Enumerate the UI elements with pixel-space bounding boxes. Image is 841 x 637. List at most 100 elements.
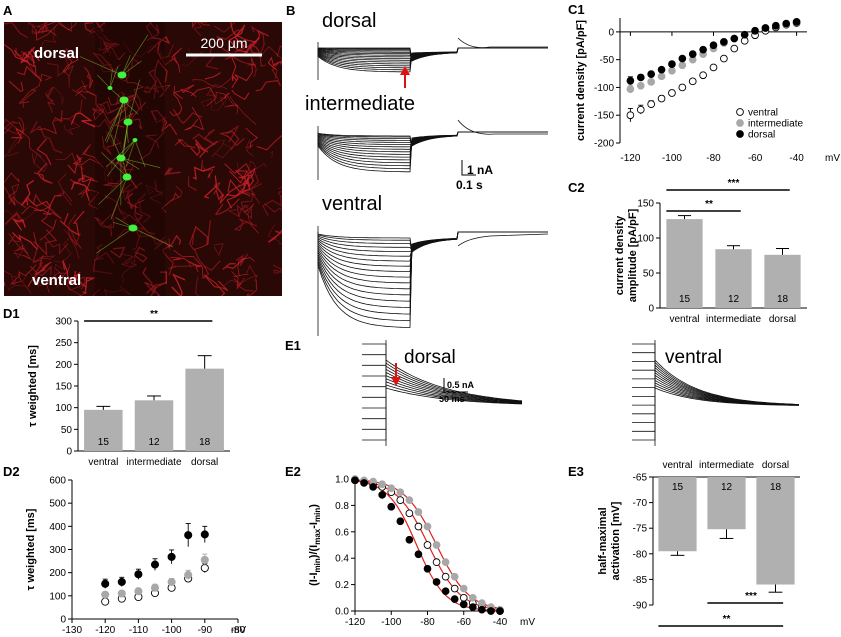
micrograph-fiber — [204, 72, 221, 80]
micrograph-fiber — [18, 73, 53, 104]
micrograph-fiber — [203, 274, 229, 296]
bar-n-label-intermediate: 12 — [721, 482, 733, 493]
micrograph-fiber — [146, 22, 160, 42]
point-ventral — [432, 558, 441, 567]
point-intermediate — [668, 66, 676, 75]
micrograph-fiber — [53, 263, 68, 288]
category-label-intermediate: intermediate — [126, 457, 181, 468]
micrograph-fiber — [22, 89, 37, 108]
y-axis-label-line: current density — [614, 215, 626, 295]
micrograph-neuron — [123, 118, 133, 126]
micrograph-fiber — [145, 271, 167, 295]
micrograph-fiber — [37, 110, 63, 135]
point-dorsal — [369, 483, 377, 491]
y-tick-label: -200 — [594, 139, 614, 150]
micrograph-fiber — [245, 127, 259, 148]
micrograph-fiber — [193, 22, 203, 37]
panel-label-d1: D1 — [3, 306, 20, 321]
y-axis-label: current densityamplitude [pA/pF] — [614, 208, 639, 302]
micrograph-fiber — [195, 143, 206, 158]
y-tick-label: 200 — [49, 568, 66, 579]
micrograph-fiber — [90, 107, 128, 131]
category-label-dorsal: dorsal — [762, 460, 789, 471]
point-dorsal — [478, 605, 486, 614]
trace-family-ventral — [317, 226, 549, 336]
point-intermediate — [167, 577, 176, 586]
micrograph-fiber — [85, 179, 92, 202]
micrograph-fiber — [46, 86, 55, 104]
micrograph-fiber — [37, 278, 59, 287]
point-ventral — [414, 522, 423, 531]
bar-intermediate — [715, 249, 752, 308]
micrograph-fiber — [116, 227, 166, 246]
trace-e1-scale-time: 50 ms — [439, 394, 465, 404]
micrograph-fiber — [231, 57, 238, 82]
y-tick-label: 400 — [49, 522, 66, 533]
micrograph-fiber — [93, 203, 118, 228]
micrograph-fiber — [242, 169, 263, 196]
micrograph-fiber — [173, 84, 197, 100]
micrograph-neuron — [117, 71, 127, 79]
micrograph-fiber — [4, 172, 20, 206]
y-axis-label-part: -I — [308, 522, 320, 529]
point-intermediate — [468, 593, 477, 602]
micrograph-fiber — [133, 213, 156, 235]
micrograph-neurite — [120, 157, 161, 168]
micrograph-fibers — [4, 22, 282, 296]
point-intermediate — [657, 72, 666, 81]
micrograph-fiber — [194, 248, 221, 271]
micrograph-fiber — [161, 245, 174, 276]
micrograph-fiber — [13, 246, 27, 259]
micrograph-neurite — [106, 139, 136, 177]
y-axis-label: τ weighted [ms] — [25, 508, 37, 590]
micrograph-fiber — [33, 209, 52, 215]
micrograph-fiber — [45, 87, 56, 113]
micrograph-neurite — [109, 68, 113, 89]
micrograph-fiber — [201, 159, 214, 179]
micrograph-fiber — [92, 257, 113, 275]
micrograph-fiber — [37, 27, 57, 52]
micrograph-fiber — [213, 22, 236, 33]
x-tick-label: -80 — [231, 625, 246, 636]
current-trace — [457, 233, 549, 247]
micrograph-neurite — [104, 99, 125, 141]
micrograph-fiber — [102, 40, 120, 55]
micrograph-fiber — [191, 22, 210, 29]
trace-family-intermediate — [317, 119, 548, 180]
x-tick-label: -100 — [162, 625, 182, 636]
category-label-intermediate: intermediate — [706, 314, 761, 325]
micrograph-fiber — [86, 90, 129, 125]
micrograph-fiber — [195, 276, 200, 296]
point-ventral — [720, 54, 728, 63]
trace-e1-title-dorsal: dorsal — [404, 347, 456, 368]
y-axis-label-part: min — [313, 558, 322, 572]
point-intermediate — [200, 555, 209, 564]
panel-label-c1: C1 — [568, 2, 585, 17]
point-ventral — [423, 541, 432, 549]
y-tick-label: 250 — [55, 338, 72, 349]
micrograph-fiber — [27, 22, 73, 31]
micrograph-fiber — [267, 56, 282, 70]
micrograph-fiber — [142, 267, 158, 296]
y-tick-label: 0 — [648, 304, 654, 315]
point-dorsal — [396, 517, 405, 526]
micrograph-fiber — [37, 22, 73, 36]
y-tick-label: 150 — [637, 199, 654, 210]
micrograph-fiber — [143, 69, 157, 94]
micrograph-fiber — [134, 246, 148, 263]
tail-current-trace — [632, 369, 800, 406]
micrograph-fiber — [4, 152, 19, 158]
current-trace — [317, 47, 548, 73]
bar-n-label-ventral: 15 — [672, 482, 684, 493]
point-dorsal — [378, 490, 387, 499]
micrograph-fiber — [206, 91, 228, 107]
micrograph-fiber — [153, 59, 168, 91]
y-tick-label: 150 — [55, 382, 72, 393]
micrograph-fiber — [27, 261, 52, 287]
point-intermediate — [450, 572, 459, 581]
trace-b-arrow — [400, 66, 410, 88]
point-ventral — [668, 89, 676, 97]
tail-current-trace — [632, 359, 800, 441]
micrograph-fiber — [203, 175, 218, 199]
x-axis-label: mV — [520, 617, 535, 628]
